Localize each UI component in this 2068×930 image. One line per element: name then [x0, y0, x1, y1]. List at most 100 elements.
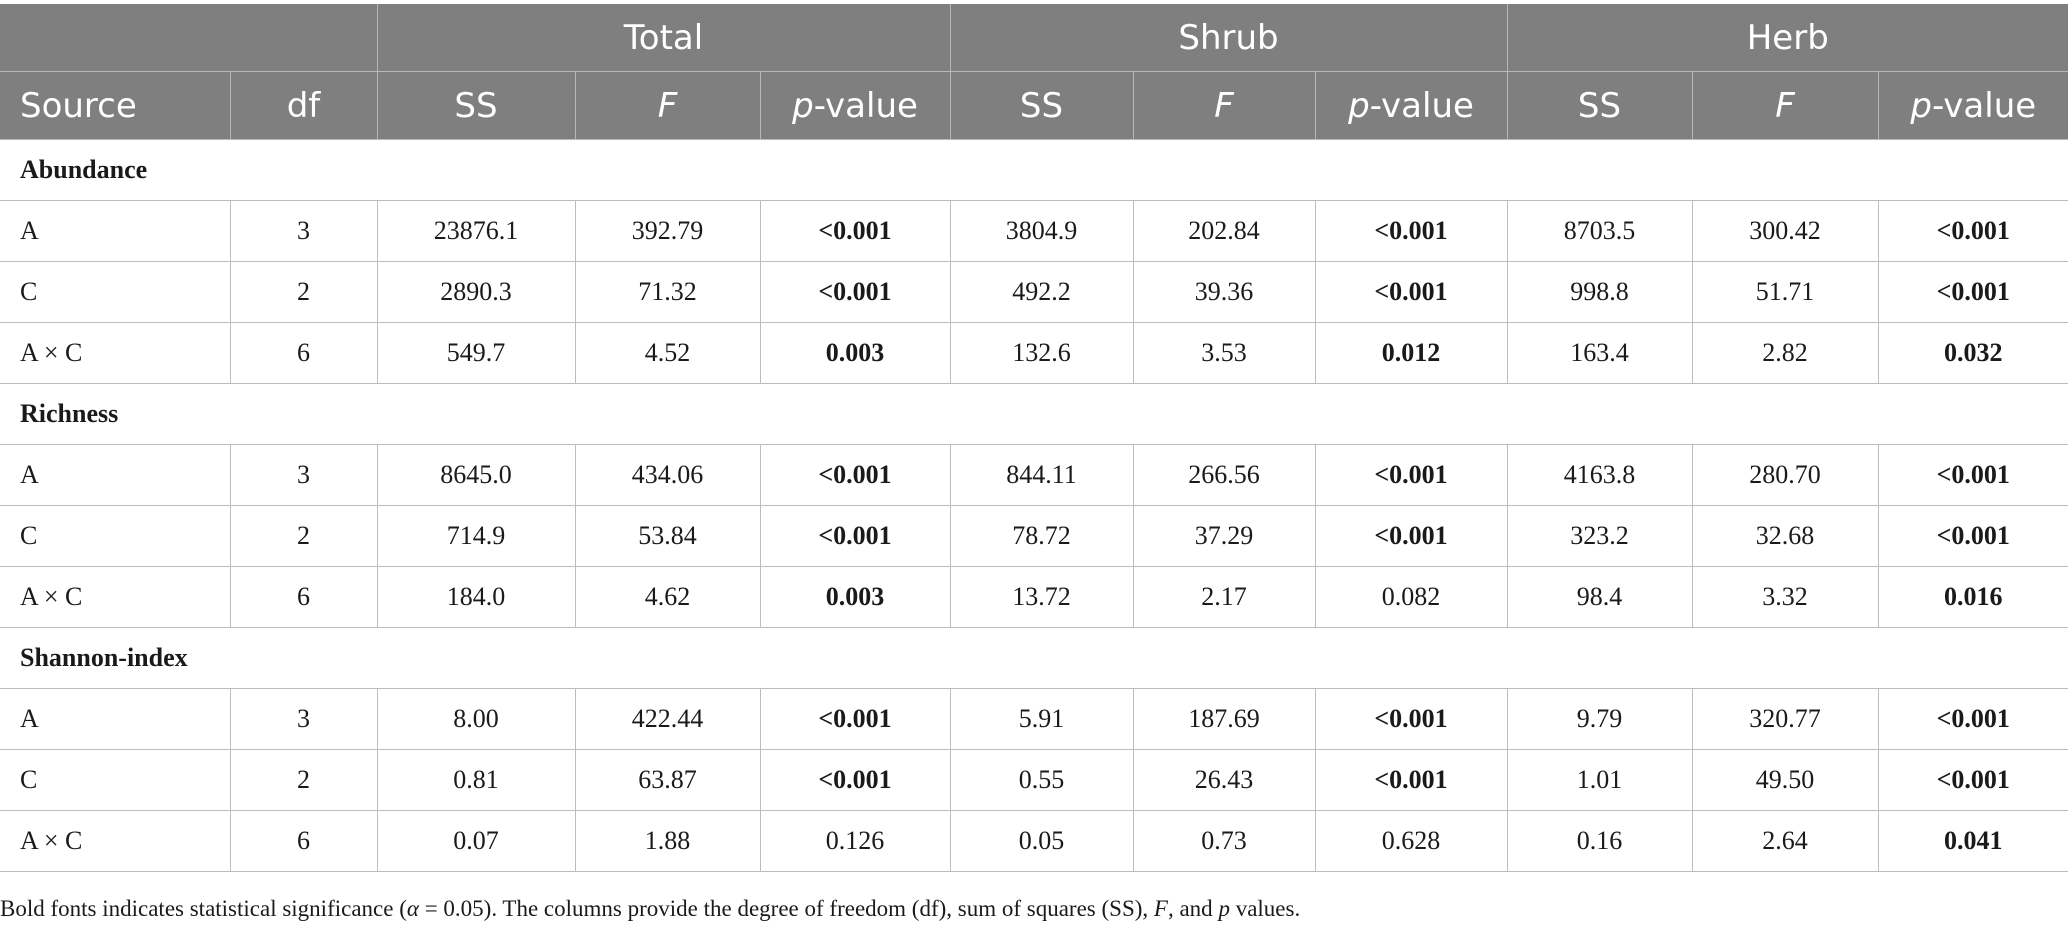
cell-total-f: 434.06 — [574, 444, 761, 506]
cell-source: C — [0, 749, 231, 811]
cell-herb-ss: 8703.5 — [1506, 200, 1693, 262]
cell-shrub-p: <0.001 — [1314, 261, 1508, 323]
cell-herb-p: 0.041 — [1877, 810, 2068, 872]
cell-shrub-p: 0.082 — [1314, 566, 1508, 628]
cell-herb-f: 320.77 — [1691, 688, 1879, 750]
anova-table-container: Total Shrub Herb Source df SS F p-value … — [0, 4, 2068, 872]
cell-df: 6 — [229, 810, 378, 872]
column-header-total-ss: SS — [376, 71, 575, 140]
table-row: A × C 6 184.0 4.62 0.003 13.72 2.17 0.082 98.4 3.… — [0, 566, 2068, 628]
column-header-shrub-p: p-value — [1314, 71, 1508, 140]
f-label: F — [1775, 85, 1795, 126]
cell-total-ss: 549.7 — [376, 322, 576, 384]
table-row: A × C 6 0.07 1.88 0.126 0.05 0.73 0.628 0.16 2.64… — [0, 810, 2068, 872]
cell-herb-ss: 998.8 — [1506, 261, 1693, 323]
value-suffix: -value — [1369, 85, 1474, 126]
column-header-row: Source df SS F p-value SS F p-value SS F… — [0, 71, 2068, 140]
cell-total-p: <0.001 — [759, 444, 951, 506]
cell-shrub-ss: 78.72 — [949, 505, 1134, 567]
cell-total-ss: 0.81 — [376, 749, 576, 811]
cell-total-f: 63.87 — [574, 749, 761, 811]
cell-df: 2 — [229, 749, 378, 811]
cell-total-f: 422.44 — [574, 688, 761, 750]
cell-herb-ss: 0.16 — [1506, 810, 1693, 872]
cell-shrub-ss: 0.05 — [949, 810, 1134, 872]
cell-source: A × C — [0, 322, 231, 384]
cell-source: A — [0, 444, 231, 506]
cell-total-p: 0.003 — [759, 322, 951, 384]
value-suffix: -value — [1931, 85, 2037, 126]
cell-shrub-f: 2.17 — [1132, 566, 1316, 628]
cell-total-p: 0.126 — [759, 810, 951, 872]
table-row: A 3 23876.1 392.79 <0.001 3804.9 202.84 <0.001 8… — [0, 200, 2068, 262]
cell-herb-p: 0.032 — [1877, 322, 2068, 384]
cell-total-ss: 714.9 — [376, 505, 576, 567]
column-header-df: df — [229, 71, 377, 140]
group-header-empty — [0, 4, 377, 72]
table-row: C 2 0.81 63.87 <0.001 0.55 26.43 <0.001 1.01 49.5… — [0, 749, 2068, 811]
column-header-shrub-f: F — [1132, 71, 1316, 140]
cell-herb-p: <0.001 — [1877, 261, 2068, 323]
section-row: Abundance — [0, 139, 2068, 201]
column-header-herb-ss: SS — [1506, 71, 1693, 140]
cell-herb-f: 280.70 — [1691, 444, 1879, 506]
cell-shrub-f: 187.69 — [1132, 688, 1316, 750]
cell-herb-ss: 4163.8 — [1506, 444, 1693, 506]
cell-df: 3 — [229, 200, 378, 262]
cell-herb-f: 300.42 — [1691, 200, 1879, 262]
cell-total-ss: 8.00 — [376, 688, 576, 750]
cell-herb-p: <0.001 — [1877, 749, 2068, 811]
cell-shrub-p: <0.001 — [1314, 505, 1508, 567]
cell-shrub-ss: 5.91 — [949, 688, 1134, 750]
column-header-herb-f: F — [1691, 71, 1879, 140]
cell-df: 3 — [229, 444, 378, 506]
cell-herb-ss: 323.2 — [1506, 505, 1693, 567]
cell-total-p: <0.001 — [759, 261, 951, 323]
cell-herb-f: 3.32 — [1691, 566, 1879, 628]
cell-herb-ss: 1.01 — [1506, 749, 1693, 811]
cell-total-ss: 23876.1 — [376, 200, 576, 262]
f-label: F — [657, 85, 678, 126]
cell-shrub-f: 266.56 — [1132, 444, 1316, 506]
cell-total-p: <0.001 — [759, 505, 951, 567]
cell-herb-f: 49.50 — [1691, 749, 1879, 811]
cell-total-ss: 0.07 — [376, 810, 576, 872]
section-title: Shannon-index — [0, 627, 2068, 689]
cell-shrub-f: 202.84 — [1132, 200, 1316, 262]
table-row: C 2 2890.3 71.32 <0.001 492.2 39.36 <0.001 998.8… — [0, 261, 2068, 323]
table-footnote: Bold fonts indicates statistical signifi… — [0, 896, 1301, 921]
cell-herb-p: <0.001 — [1877, 505, 2068, 567]
cell-herb-f: 51.71 — [1691, 261, 1879, 323]
cell-herb-p: 0.016 — [1877, 566, 2068, 628]
cell-df: 2 — [229, 505, 378, 567]
cell-herb-p: <0.001 — [1877, 200, 2068, 262]
cell-total-f: 71.32 — [574, 261, 761, 323]
cell-shrub-p: <0.001 — [1314, 200, 1508, 262]
cell-herb-ss: 163.4 — [1506, 322, 1693, 384]
group-header-herb: Herb — [1506, 4, 2068, 72]
cell-shrub-f: 26.43 — [1132, 749, 1316, 811]
table-row: C 2 714.9 53.84 <0.001 78.72 37.29 <0.001 323.2 3… — [0, 505, 2068, 567]
cell-shrub-ss: 0.55 — [949, 749, 1134, 811]
cell-herb-f: 32.68 — [1691, 505, 1879, 567]
column-header-herb-p: p-value — [1877, 71, 2068, 140]
cell-df: 2 — [229, 261, 378, 323]
anova-table: Total Shrub Herb Source df SS F p-value … — [0, 4, 2068, 872]
p-label: p — [1348, 85, 1370, 126]
cell-source: C — [0, 505, 231, 567]
cell-shrub-f: 39.36 — [1132, 261, 1316, 323]
group-header-row: Total Shrub Herb — [0, 4, 2068, 72]
cell-shrub-p: <0.001 — [1314, 688, 1508, 750]
column-header-source: Source — [0, 71, 230, 140]
cell-shrub-ss: 844.11 — [949, 444, 1134, 506]
cell-shrub-f: 3.53 — [1132, 322, 1316, 384]
f-label: F — [1214, 85, 1234, 126]
cell-shrub-p: <0.001 — [1314, 749, 1508, 811]
cell-shrub-p: 0.628 — [1314, 810, 1508, 872]
cell-herb-ss: 9.79 — [1506, 688, 1693, 750]
cell-df: 6 — [229, 566, 378, 628]
column-header-total-p: p-value — [759, 71, 951, 140]
section-title: Richness — [0, 383, 2068, 445]
cell-total-ss: 184.0 — [376, 566, 576, 628]
cell-herb-p: <0.001 — [1877, 688, 2068, 750]
